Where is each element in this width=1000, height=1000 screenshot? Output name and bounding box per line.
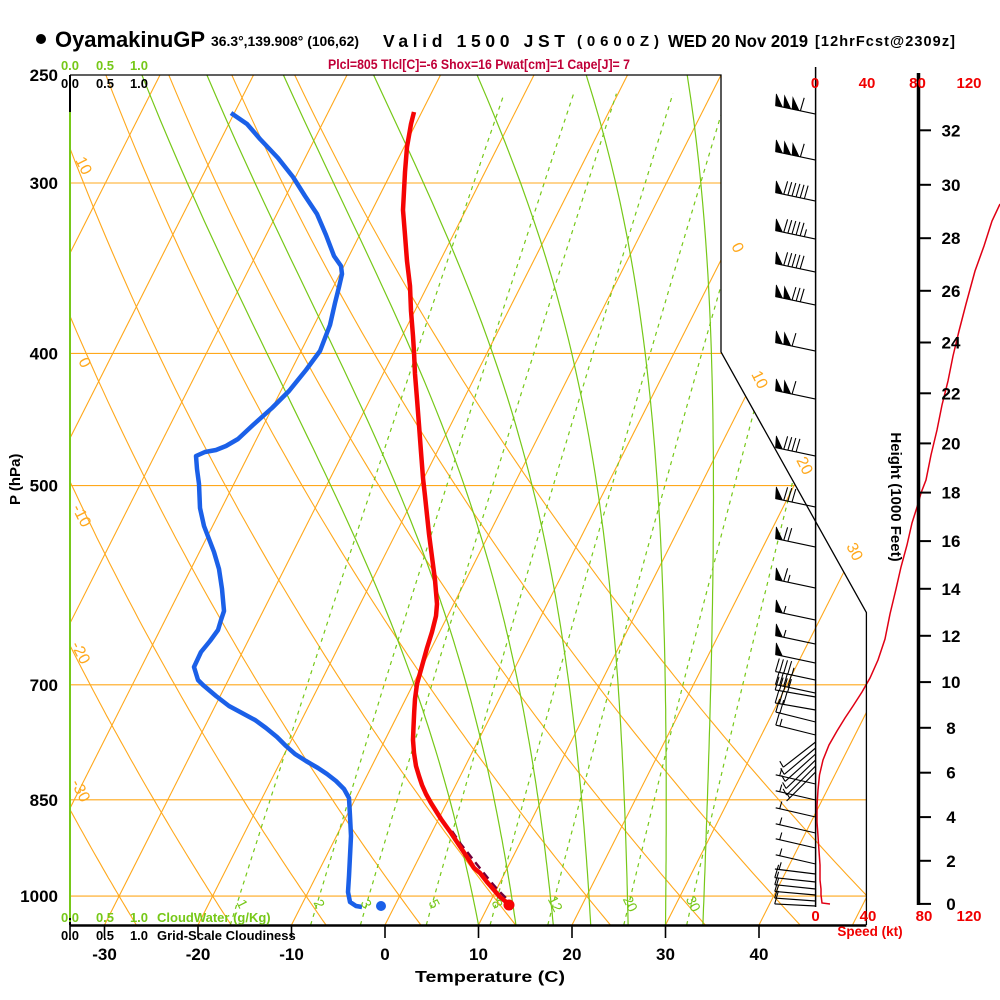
svg-text:400: 400 — [30, 344, 58, 363]
svg-text:30: 30 — [842, 540, 865, 564]
svg-text:-20: -20 — [186, 945, 211, 964]
svg-text:12: 12 — [942, 627, 961, 646]
svg-text:40: 40 — [859, 75, 876, 92]
svg-text:1.0: 1.0 — [130, 928, 148, 943]
svg-text:0: 0 — [811, 908, 819, 925]
svg-text:0.0: 0.0 — [61, 76, 79, 91]
svg-text:0.5: 0.5 — [96, 928, 114, 943]
svg-text:30: 30 — [656, 945, 675, 964]
svg-text:-10: -10 — [279, 945, 304, 964]
svg-text:0.5: 0.5 — [96, 910, 114, 925]
svg-text:24: 24 — [942, 334, 961, 353]
svg-text:20: 20 — [620, 893, 641, 914]
svg-text:-30: -30 — [92, 945, 117, 964]
svg-text:1.0: 1.0 — [130, 76, 148, 91]
svg-text:28: 28 — [942, 229, 961, 248]
svg-text:20: 20 — [563, 945, 582, 964]
svg-text:30: 30 — [942, 176, 961, 195]
svg-text:WED 20 Nov 2019: WED 20 Nov 2019 — [668, 31, 808, 51]
svg-text:20: 20 — [792, 454, 815, 478]
svg-text:Temperature (C): Temperature (C) — [415, 969, 565, 986]
svg-text:18: 18 — [942, 484, 961, 503]
svg-text:20: 20 — [942, 434, 961, 453]
svg-text:1000: 1000 — [20, 887, 58, 906]
svg-text:500: 500 — [30, 477, 58, 496]
svg-text:0.5: 0.5 — [96, 58, 114, 73]
svg-text:0.0: 0.0 — [61, 58, 79, 73]
svg-text:80: 80 — [909, 75, 926, 92]
svg-text:0.0: 0.0 — [61, 910, 79, 925]
svg-text:CloudWater (g/Kg): CloudWater (g/Kg) — [157, 910, 271, 925]
svg-text:[12hrFcst@2309z]: [12hrFcst@2309z] — [815, 34, 955, 50]
svg-text:850: 850 — [30, 791, 58, 810]
svg-text:80: 80 — [916, 908, 933, 925]
svg-text:2: 2 — [946, 852, 955, 871]
svg-text:Speed (kt): Speed (kt) — [837, 924, 902, 939]
svg-text:14: 14 — [942, 580, 961, 599]
svg-text:8: 8 — [946, 719, 955, 738]
svg-text:0.5: 0.5 — [96, 76, 114, 91]
svg-text:250: 250 — [30, 66, 58, 85]
svg-text:10: 10 — [942, 673, 961, 692]
svg-text:22: 22 — [942, 384, 961, 403]
svg-text:16: 16 — [942, 532, 961, 551]
svg-text:40: 40 — [860, 908, 877, 925]
svg-text:120: 120 — [956, 75, 981, 92]
svg-text:P (hPa): P (hPa) — [7, 454, 24, 505]
svg-text:Plcl=805 Tlcl[C]=-6 Shox=16 Pw: Plcl=805 Tlcl[C]=-6 Shox=16 Pwat[cm]=1 C… — [328, 57, 630, 72]
svg-text:1.0: 1.0 — [130, 58, 148, 73]
svg-text:12: 12 — [545, 893, 566, 914]
svg-text:6: 6 — [946, 764, 955, 783]
svg-text:120: 120 — [956, 908, 981, 925]
svg-text:40: 40 — [750, 945, 769, 964]
svg-text:0: 0 — [946, 895, 955, 914]
svg-text:Grid-Scale Cloudiness: Grid-Scale Cloudiness — [157, 928, 296, 943]
svg-text:36.3°,139.908° (106,62): 36.3°,139.908° (106,62) — [211, 33, 359, 49]
svg-text:(0600Z): (0600Z) — [577, 33, 659, 50]
svg-text:26: 26 — [942, 282, 961, 301]
svg-text:30: 30 — [683, 893, 704, 914]
svg-text:4: 4 — [946, 808, 956, 827]
svg-text:Height (1000 Feet): Height (1000 Feet) — [887, 432, 904, 561]
svg-text:10: 10 — [469, 945, 488, 964]
svg-text:10: 10 — [71, 154, 94, 178]
svg-text:0: 0 — [811, 75, 819, 92]
svg-text:10: 10 — [747, 368, 770, 392]
svg-text:300: 300 — [30, 174, 58, 193]
svg-text:1.0: 1.0 — [130, 910, 148, 925]
svg-text:32: 32 — [942, 121, 961, 140]
svg-text:700: 700 — [30, 676, 58, 695]
svg-text:OyamakinuGP: OyamakinuGP — [55, 27, 205, 52]
svg-text:0: 0 — [380, 945, 389, 964]
svg-text:0.0: 0.0 — [61, 928, 79, 943]
